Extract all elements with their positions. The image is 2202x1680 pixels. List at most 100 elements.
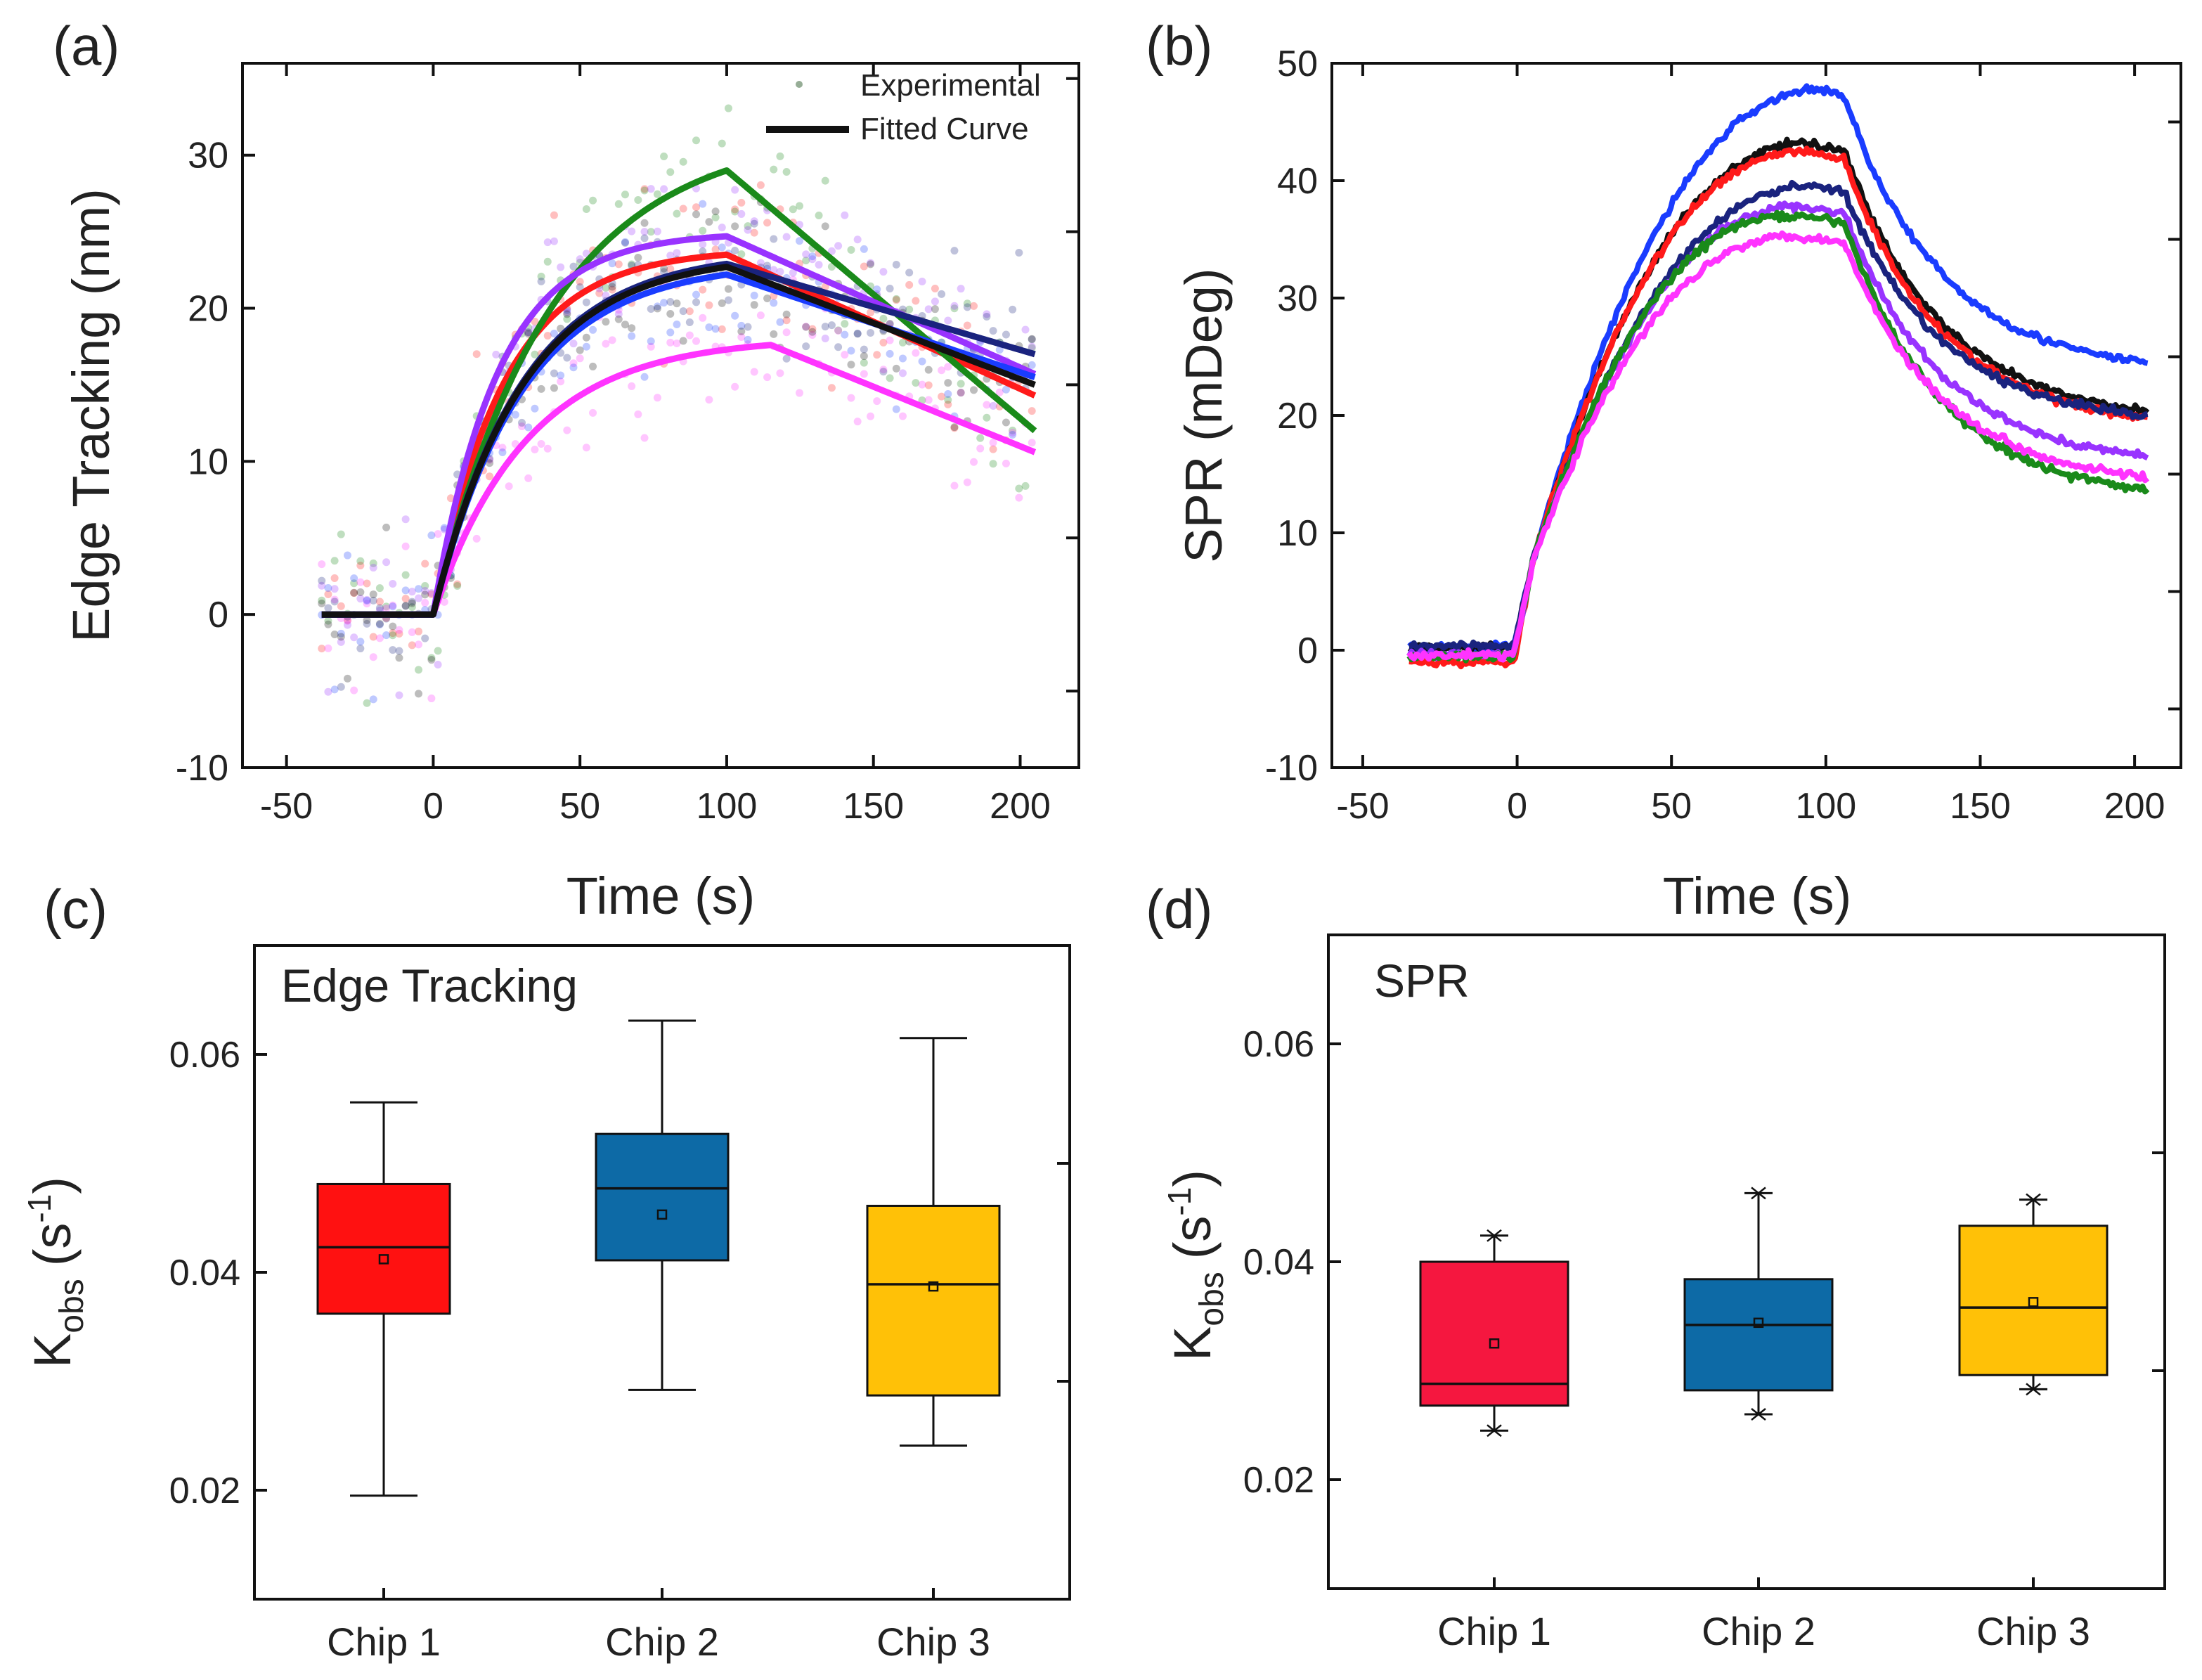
experimental-point [711, 325, 720, 333]
experimental-point [931, 284, 939, 292]
experimental-point [557, 263, 565, 271]
experimental-point [666, 328, 675, 337]
d-y-axis-title: Kobs (s-1) [1161, 1170, 1231, 1361]
experimental-point [673, 340, 681, 348]
experimental-point [395, 647, 403, 655]
experimental-point [350, 686, 358, 694]
box-iqr [316, 1182, 451, 1315]
box-mean-marker [928, 1281, 939, 1292]
experimental-point [453, 580, 462, 588]
experimental-point [401, 571, 410, 579]
experimental-point [653, 227, 661, 235]
experimental-point [950, 247, 959, 255]
legend-experimental-marker [796, 81, 803, 88]
experimental-point [531, 350, 539, 358]
experimental-point [834, 326, 843, 335]
box-mean-marker [2028, 1297, 2039, 1307]
experimental-point [421, 598, 429, 607]
experimental-point [776, 318, 784, 326]
experimental-point [350, 633, 358, 642]
extreme-marker [2026, 1193, 2041, 1206]
category-label: Chip 3 [1976, 1609, 2090, 1653]
experimental-point [802, 323, 810, 331]
experimental-point [776, 369, 784, 377]
experimental-point [756, 311, 765, 320]
experimental-point [343, 616, 351, 625]
experimental-point [815, 261, 823, 269]
experimental-point [841, 330, 849, 339]
experimental-point [537, 385, 545, 393]
experimental-point [472, 350, 481, 358]
experimental-point [718, 224, 726, 232]
y-tick-label: 0 [208, 595, 228, 635]
experimental-point [847, 394, 855, 402]
experimental-point [1028, 335, 1036, 343]
experimental-point [770, 330, 778, 338]
fitted-curve-black [321, 264, 1037, 618]
experimental-point [382, 605, 391, 613]
experimental-point [337, 638, 345, 646]
experimental-point [763, 219, 772, 227]
experimental-point [931, 305, 939, 314]
experimental-point [976, 434, 985, 442]
experimental-point [498, 448, 507, 457]
experimental-point [963, 299, 971, 308]
experimental-point [647, 337, 655, 345]
experimental-point [898, 338, 907, 347]
experimental-point [569, 359, 578, 368]
panel-d: (d) SPR Chip 1 Chip 2 Chip 3 0.020.040.06 … [1146, 878, 2166, 1653]
experimental-point [369, 564, 377, 572]
y-tick-label: 0 [1297, 631, 1318, 671]
experimental-point [815, 212, 823, 220]
experimental-point [692, 290, 701, 299]
experimental-point [957, 380, 965, 388]
experimental-point [363, 595, 371, 604]
experimental-point [395, 691, 403, 699]
experimental-point [782, 328, 791, 337]
experimental-point [363, 616, 371, 624]
experimental-point [531, 404, 539, 413]
experimental-point [938, 392, 946, 401]
experimental-point [531, 317, 539, 325]
x-tick-label: 0 [1507, 786, 1527, 827]
experimental-point [1021, 482, 1030, 490]
experimental-point [879, 314, 888, 323]
y-tick-label: 0.06 [1243, 1024, 1314, 1065]
experimental-point [324, 604, 332, 612]
experimental-point [699, 226, 707, 235]
experimental-point [944, 316, 952, 325]
experimental-point [324, 590, 332, 598]
experimental-point [944, 379, 952, 387]
box-3: Chip 3 [866, 1037, 1001, 1664]
experimental-point [415, 690, 423, 698]
box-1: Chip 1 [1419, 1229, 1569, 1653]
experimental-point [841, 320, 849, 328]
experimental-point [363, 597, 371, 605]
panel-a-label: (a) [53, 15, 119, 77]
experimental-point [867, 412, 875, 420]
experimental-point [1015, 493, 1023, 502]
experimental-point [537, 277, 545, 285]
experimental-point [421, 582, 429, 590]
experimental-point [427, 531, 436, 540]
experimental-point [666, 338, 675, 347]
experimental-point [924, 381, 933, 389]
experimental-point [640, 185, 649, 193]
experimental-point [614, 260, 623, 269]
experimental-point [518, 422, 526, 431]
experimental-point [434, 661, 442, 669]
experimental-point [673, 320, 681, 328]
experimental-point [744, 226, 752, 234]
extreme-marker [2026, 1383, 2041, 1396]
box-mean-marker [656, 1209, 668, 1220]
experimental-point [524, 423, 533, 432]
experimental-point [853, 418, 862, 426]
d-title: SPR [1374, 955, 1470, 1007]
spr-trace-navy [1408, 179, 2149, 652]
experimental-point [705, 218, 713, 226]
experimental-point [770, 299, 778, 307]
extreme-marker [1751, 1187, 1766, 1200]
experimental-point [963, 303, 971, 311]
experimental-point [711, 245, 720, 254]
experimental-point [692, 210, 701, 219]
